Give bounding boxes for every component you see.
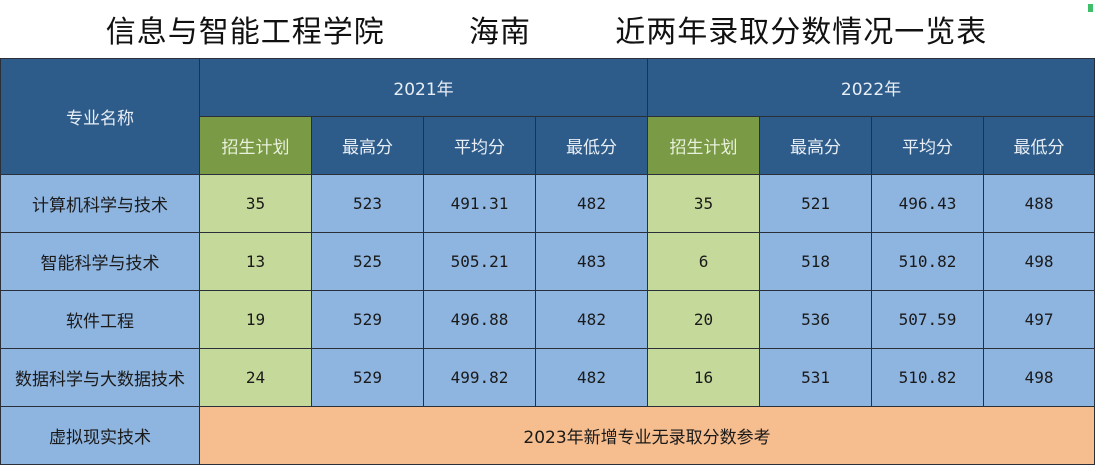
max-2021: 523	[311, 174, 424, 233]
header-year-2022: 2022年	[647, 58, 1096, 117]
table-row: 软件工程 19 529 496.88 482 20 536 507.59 497	[0, 290, 1096, 349]
min-2021: 482	[534, 174, 649, 233]
header-row-subcols: 招生计划 最高分 平均分 最低分 招生计划 最高分 平均分 最低分	[1, 116, 1096, 175]
min-2022: 498	[983, 232, 1096, 291]
avg-2022: 496.43	[871, 174, 985, 233]
new-major-note: 2023年新增专业无录取分数参考	[198, 406, 1096, 465]
header-plan-2021: 招生计划	[199, 116, 312, 175]
corner-marker	[1088, 4, 1093, 12]
max-2021: 529	[311, 348, 424, 407]
header-row-years: 专业名称 2021年 2022年	[0, 58, 1096, 175]
avg-2022: 510.82	[871, 232, 985, 291]
plan-2021: 19	[199, 290, 312, 349]
title-province: 海南	[469, 15, 531, 50]
header-min-2021: 最低分	[534, 116, 649, 175]
header-plan-2022: 招生计划	[647, 116, 761, 175]
plan-2022: 35	[647, 174, 761, 233]
table-row-new-major: 虚拟现实技术 2023年新增专业无录取分数参考	[0, 406, 1096, 465]
table-row: 智能科学与技术 13 525 505.21 483 6 518 510.82 4…	[0, 232, 1096, 291]
min-2021: 482	[534, 290, 649, 349]
max-2021: 529	[311, 290, 424, 349]
avg-2021: 499.82	[423, 348, 536, 407]
header-year-2021: 2021年	[198, 58, 649, 117]
major-name: 虚拟现实技术	[0, 406, 200, 465]
header-avg-2021: 平均分	[423, 116, 536, 175]
header-max-2021: 最高分	[311, 116, 424, 175]
max-2021: 525	[311, 232, 424, 291]
avg-2021: 496.88	[423, 290, 536, 349]
plan-2022: 20	[647, 290, 761, 349]
major-name: 智能科学与技术	[0, 232, 200, 291]
sheet-title: 信息与智能工程学院 海南 近两年录取分数情况一览表	[0, 0, 1093, 58]
min-2021: 483	[534, 232, 649, 291]
min-2022: 498	[983, 348, 1096, 407]
header-max-2022: 最高分	[759, 116, 873, 175]
major-name: 计算机科学与技术	[0, 174, 200, 233]
max-2022: 518	[759, 232, 873, 291]
max-2022: 521	[759, 174, 873, 233]
plan-2021: 35	[199, 174, 312, 233]
header-major: 专业名称	[0, 58, 200, 175]
max-2022: 531	[759, 348, 873, 407]
max-2022: 536	[759, 290, 873, 349]
header-avg-2022: 平均分	[871, 116, 985, 175]
min-2021: 482	[534, 348, 649, 407]
major-name: 数据科学与大数据技术	[0, 348, 200, 407]
avg-2022: 510.82	[871, 348, 985, 407]
plan-2021: 24	[199, 348, 312, 407]
title-college: 信息与智能工程学院	[105, 15, 385, 50]
score-table: 专业名称 2021年 2022年 招生计划 最高分 平均分 最低分 招生计划 最…	[0, 58, 1096, 465]
plan-2021: 13	[199, 232, 312, 291]
header-min-2022: 最低分	[983, 116, 1096, 175]
major-name: 软件工程	[0, 290, 200, 349]
title-subject: 近两年录取分数情况一览表	[615, 15, 988, 50]
avg-2021: 505.21	[423, 232, 536, 291]
min-2022: 488	[983, 174, 1096, 233]
avg-2021: 491.31	[423, 174, 536, 233]
table-row: 计算机科学与技术 35 523 491.31 482 35 521 496.43…	[0, 174, 1096, 233]
plan-2022: 16	[647, 348, 761, 407]
min-2022: 497	[983, 290, 1096, 349]
table-row: 数据科学与大数据技术 24 529 499.82 482 16 531 510.…	[0, 348, 1096, 407]
plan-2022: 6	[647, 232, 761, 291]
avg-2022: 507.59	[871, 290, 985, 349]
